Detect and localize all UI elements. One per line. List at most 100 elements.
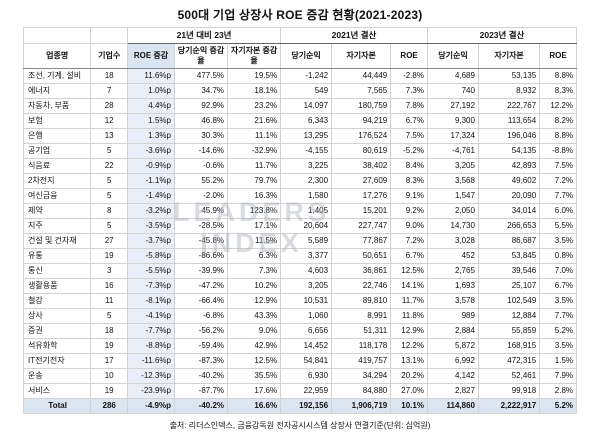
- table-head: 21년 대비 23년 2021년 결산 2023년 결산 업종명 기업수 ROE 증감 당기…: [22, 27, 578, 69]
- table-cell: 7.8%: [390, 97, 428, 114]
- table-cell: -87.3%: [173, 352, 229, 369]
- table-cell: -5.5%p: [127, 262, 175, 279]
- total-cell: 2,222,917: [477, 397, 541, 414]
- table-row: 유통 19 -5.8%p -86.6% 6.3% 3,377 50,651 6.7% 452 53…: [22, 247, 577, 264]
- table-cell: 3.5%: [539, 232, 577, 249]
- table-cell: 14,097: [280, 97, 333, 114]
- column-header: 당기순익: [426, 42, 479, 69]
- total-cell: -4.9%p: [127, 397, 175, 414]
- table-cell: 8.8%: [539, 67, 577, 84]
- table-cell: 11.5%: [227, 232, 282, 249]
- table-cell: 1.5%: [539, 352, 577, 369]
- total-cell: -40.2%: [173, 397, 229, 414]
- table-cell: 472,315: [477, 352, 541, 369]
- table-cell: 28: [90, 97, 129, 114]
- table-cell: 6,343: [280, 112, 333, 129]
- table-cell: 5.2%: [539, 322, 577, 339]
- table-cell: 113,654: [477, 112, 541, 129]
- table-cell: 2,765: [426, 262, 479, 279]
- table-cell: 2.8%: [539, 382, 577, 399]
- table-cell: 3,578: [426, 292, 479, 309]
- table-cell: 227,747: [331, 217, 392, 234]
- table-cell: 7.9%: [539, 367, 577, 384]
- table-cell: 제약: [22, 202, 92, 219]
- table-cell: -0.9%p: [127, 157, 175, 174]
- table-cell: 12.5%: [390, 262, 428, 279]
- table-cell: 석유화학: [22, 337, 92, 354]
- table-cell: 54,841: [280, 352, 333, 369]
- table-cell: 19: [90, 337, 129, 354]
- table-cell: -12.3%p: [127, 367, 175, 384]
- table-cell: 94,219: [331, 112, 392, 129]
- table-cell: 53,845: [477, 247, 541, 264]
- table-row: 여신금융 5 -1.4%p -2.0% 16.3% 1,580 17,276 9.1% 1,54…: [22, 187, 577, 204]
- table-cell: 34,014: [477, 202, 541, 219]
- table-cell: 은행: [22, 127, 92, 144]
- table-cell: 7.0%: [539, 262, 577, 279]
- table-cell: 상사: [22, 307, 92, 324]
- table-cell: 477.5%: [173, 67, 229, 84]
- total-cell: 192,156: [280, 397, 333, 414]
- table-cell: 8.3%: [539, 82, 577, 99]
- table-row: 제약 8 -3.2%p 45.9% 123.8% 1,405 15,201 9.2% 2,050…: [22, 202, 577, 219]
- table-cell: 22: [90, 157, 129, 174]
- table-cell: -11.6%p: [127, 352, 175, 369]
- table-row: 상사 5 -4.1%p -6.8% 43.3% 1,060 8,991 11.8% 989 12,…: [22, 307, 577, 324]
- total-cell: Total: [22, 397, 92, 414]
- table-cell: 452: [426, 247, 479, 264]
- table-cell: 8,991: [331, 307, 392, 324]
- table-cell: 7: [90, 82, 129, 99]
- table-cell: -7.3%p: [127, 277, 175, 294]
- table-cell: 6.7%: [390, 112, 428, 129]
- table-cell: 20,604: [280, 217, 333, 234]
- table-cell: 118,178: [331, 337, 392, 354]
- table-cell: 5.5%: [539, 217, 577, 234]
- table-row: 공기업 5 -3.6%p -14.6% -32.9% -4,155 80,619 -5.2% -…: [22, 142, 577, 159]
- table-cell: 5: [90, 142, 129, 159]
- table-cell: 17,324: [426, 127, 479, 144]
- table-cell: 14.1%: [390, 277, 428, 294]
- table-cell: 7.3%: [227, 262, 282, 279]
- table-cell: 유통: [22, 247, 92, 264]
- table-row: 생활용품 16 -7.3%p -47.2% 10.2% 3,205 22,746 14.1% 1…: [22, 277, 577, 294]
- table-row: 조선, 기계, 설비 18 11.6%p 477.5% 19.5% -1,242 44,44…: [22, 67, 577, 84]
- table-cell: 13: [90, 127, 129, 144]
- table-cell: 7.7%: [539, 307, 577, 324]
- column-header: 기업수: [90, 42, 129, 69]
- table-cell: -6.8%: [173, 307, 229, 324]
- table-cell: -0.6%: [173, 157, 229, 174]
- table-cell: 16: [90, 277, 129, 294]
- table-cell: -4,761: [426, 142, 479, 159]
- table-cell: -7.7%p: [127, 322, 175, 339]
- table-cell: 49,602: [477, 172, 541, 189]
- table-cell: 운송: [22, 367, 92, 384]
- table-cell: 여신금융: [22, 187, 92, 204]
- table-cell: 3.5%: [539, 292, 577, 309]
- table-row: 통신 3 -5.5%p -39.9% 7.3% 4,603 36,861 12.5% 2,765…: [22, 262, 577, 279]
- column-header: 자기자본: [477, 42, 541, 69]
- table-cell: -2.8%: [390, 67, 428, 84]
- table-cell: 4.4%p: [127, 97, 175, 114]
- table-cell: 7.5%: [390, 127, 428, 144]
- table-cell: 12,884: [477, 307, 541, 324]
- table-cell: 22,959: [280, 382, 333, 399]
- table-cell: 51,311: [331, 322, 392, 339]
- table-cell: 11.1%: [227, 127, 282, 144]
- column-header: ROE: [539, 42, 577, 69]
- table-cell: -4,155: [280, 142, 333, 159]
- table-cell: 27,609: [331, 172, 392, 189]
- table-cell: 42.9%: [227, 337, 282, 354]
- table-row: 지주 5 -3.5%p -28.5% 17.1% 20,604 227,747 9.0% 14,…: [22, 217, 577, 234]
- table-row: 철강 11 -8.1%p -66.4% 12.9% 10,531 89,810 11.7% 3,…: [22, 292, 577, 309]
- table-cell: 철강: [22, 292, 92, 309]
- table-cell: -8.8%: [539, 142, 577, 159]
- table-cell: 2,827: [426, 382, 479, 399]
- table-cell: 3,225: [280, 157, 333, 174]
- table-cell: 3,377: [280, 247, 333, 264]
- table-cell: 에너지: [22, 82, 92, 99]
- table-cell: 14,452: [280, 337, 333, 354]
- table-cell: 549: [280, 82, 333, 99]
- table-cell: 13.1%: [390, 352, 428, 369]
- table-cell: 8.2%: [539, 112, 577, 129]
- table-cell: 5: [90, 187, 129, 204]
